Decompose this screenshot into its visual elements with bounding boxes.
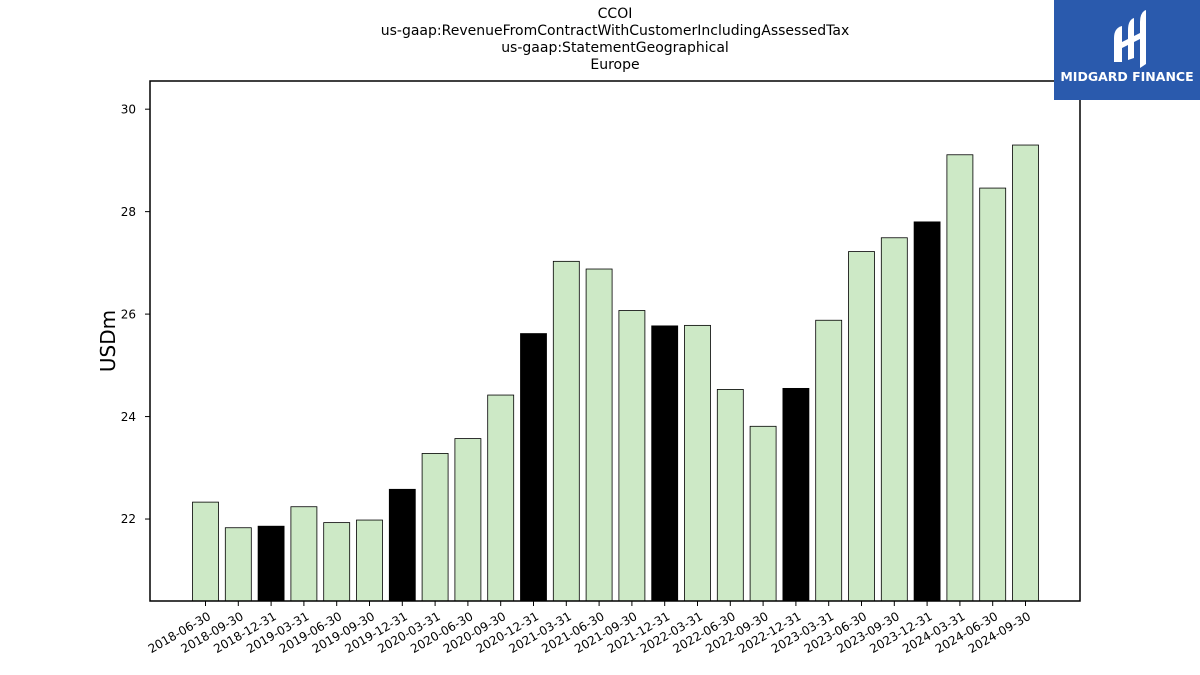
bar-2020-12-31: [520, 333, 547, 602]
bar-2018-06-30: [192, 501, 219, 602]
bar-2020-09-30: [487, 394, 515, 602]
bar-2019-03-31: [290, 506, 318, 602]
bar-2023-06-30: [848, 251, 875, 602]
bar-2021-06-30: [585, 268, 613, 602]
y-tick-label: 26: [121, 307, 136, 321]
bars-group: [192, 144, 1039, 602]
bar-2023-09-30: [880, 237, 908, 602]
bar-2019-12-31: [388, 488, 416, 602]
bar-2024-06-30: [979, 187, 1007, 602]
y-tick-label: 24: [121, 410, 136, 424]
title-concept: us-gaap:RevenueFromContractWithCustomerI…: [380, 23, 850, 39]
logo-text: MIDGARD FINANCE: [1060, 69, 1194, 84]
y-tick-label: 22: [121, 512, 136, 526]
bar-2018-09-30: [224, 527, 252, 602]
bar-2019-09-30: [356, 519, 383, 602]
bar-2023-12-31: [913, 221, 941, 602]
logo-mark-icon: [1114, 10, 1146, 68]
y-axis: 22 24 26 28 30: [121, 102, 150, 526]
bar-2022-03-31: [684, 324, 711, 602]
bar-2019-06-30: [323, 522, 351, 602]
x-axis: 2018-06-302018-09-302018-12-312019-03-31…: [146, 601, 1033, 656]
bar-2021-09-30: [618, 310, 646, 602]
bar-2024-09-30: [1012, 144, 1039, 602]
bar-2021-03-31: [552, 260, 580, 602]
bar-2024-03-31: [946, 154, 974, 602]
midgard-finance-logo: MIDGARD FINANCE: [1054, 0, 1200, 100]
bar-2022-09-30: [749, 425, 777, 602]
bar-2021-12-31: [651, 325, 679, 602]
title-ticker: CCOI: [597, 6, 633, 22]
y-axis-label: USDm: [96, 310, 120, 372]
bar-2020-06-30: [454, 438, 482, 602]
y-tick-label: 30: [121, 102, 136, 116]
bar-2018-12-31: [257, 525, 285, 602]
title-member: Europe: [590, 57, 640, 73]
plot-frame: [149, 80, 1081, 602]
y-tick-label: 28: [121, 205, 136, 219]
bar-2022-06-30: [716, 389, 744, 602]
bar-2023-03-31: [815, 319, 843, 602]
bar-2022-12-31: [782, 387, 810, 602]
chart-title: CCOI us-gaap:RevenueFromContractWithCust…: [0, 6, 1200, 74]
bar-2020-03-31: [421, 453, 449, 602]
title-axis: us-gaap:StatementGeographical: [501, 40, 729, 56]
